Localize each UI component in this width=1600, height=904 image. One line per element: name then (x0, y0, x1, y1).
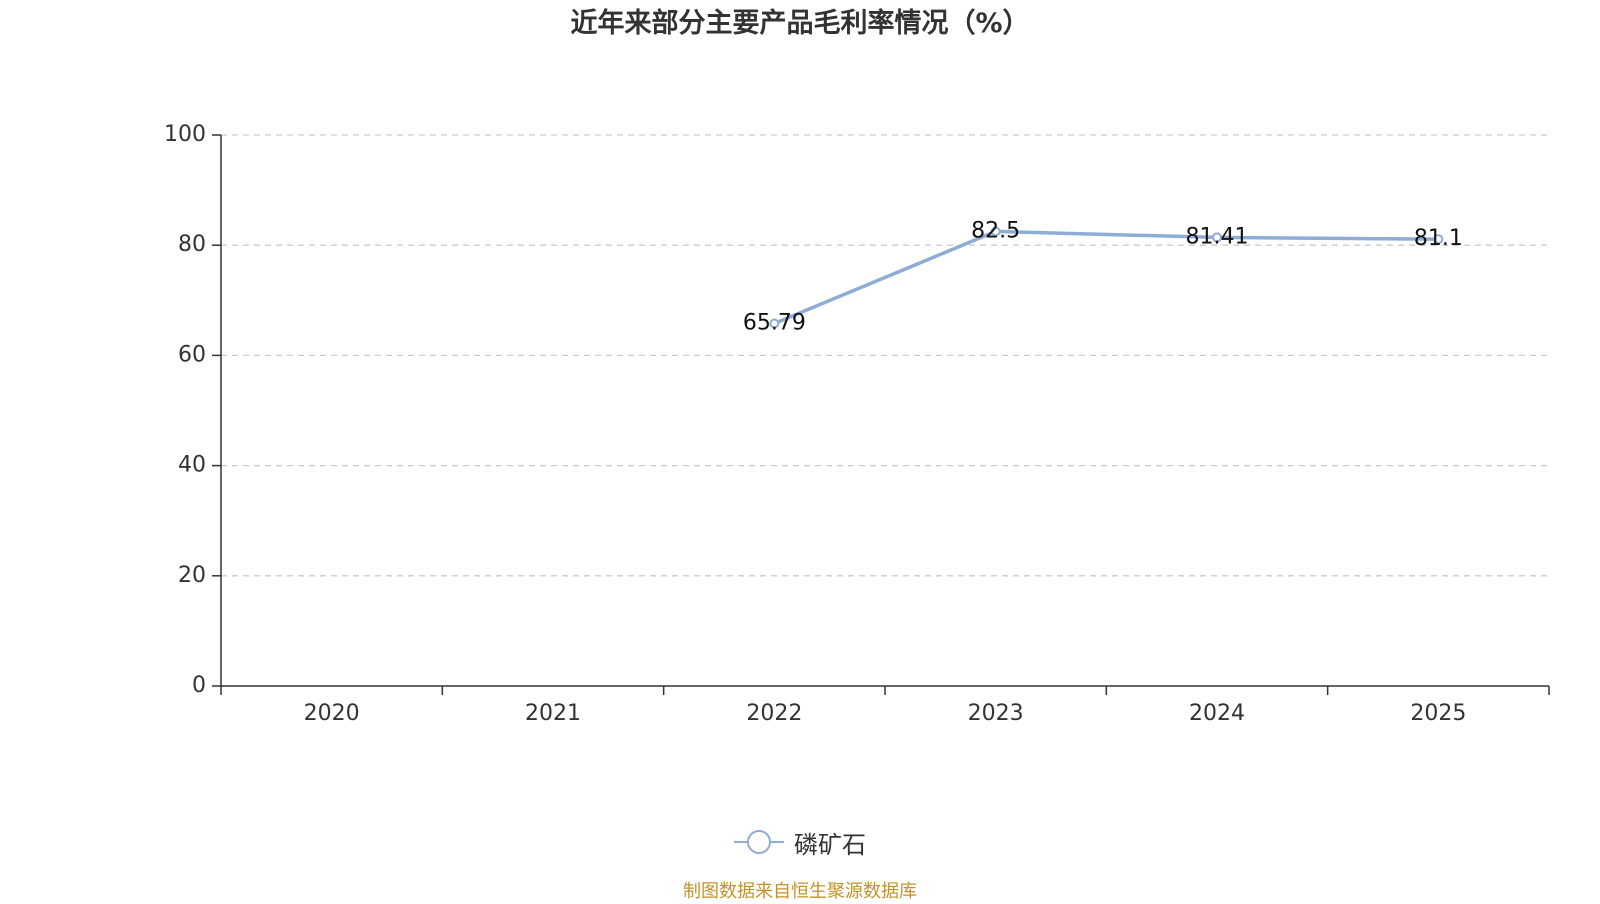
y-tick-label: 40 (178, 453, 206, 478)
y-tick-label: 0 (192, 673, 206, 698)
legend: 磷矿石 (0, 822, 1600, 862)
series (769, 226, 1444, 329)
x-tick-label: 2023 (968, 701, 1024, 726)
data-point (1433, 234, 1444, 245)
x-tick-label: 2020 (304, 701, 360, 726)
data-point (769, 318, 780, 329)
y-tick-label: 60 (178, 342, 206, 367)
grid-lines (221, 134, 1549, 577)
data-labels: 65.79 82.5 81.41 81.1 (743, 218, 1463, 335)
legend-line-circle-icon (734, 828, 784, 856)
series-line (773, 229, 1439, 326)
data-point (990, 226, 1001, 237)
y-tick-label: 100 (164, 122, 206, 147)
data-label: 65.79 (743, 310, 806, 335)
data-source-note: 制图数据来自恒生聚源数据库 (683, 881, 917, 902)
legend-label: 磷矿石 (794, 830, 866, 859)
x-tick-label: 2021 (525, 701, 581, 726)
x-tick-label: 2025 (1410, 701, 1466, 726)
chart-title: 近年来部分主要产品毛利率情况（%） (570, 8, 1030, 39)
data-label: 81.41 (1186, 224, 1249, 249)
x-tick-label: 2022 (746, 701, 802, 726)
data-label: 82.5 (971, 218, 1020, 243)
y-tick-label: 80 (178, 232, 206, 257)
data-label: 81.1 (1414, 226, 1463, 251)
data-point (1212, 232, 1222, 243)
y-tick-label: 20 (178, 563, 206, 588)
legend-item-series-0[interactable]: 磷矿石 (734, 825, 866, 860)
axes: 0 20 40 60 80 100 2020 2021 2022 2023 2024 2025 (164, 122, 1550, 726)
x-tick-label: 2024 (1189, 701, 1245, 726)
